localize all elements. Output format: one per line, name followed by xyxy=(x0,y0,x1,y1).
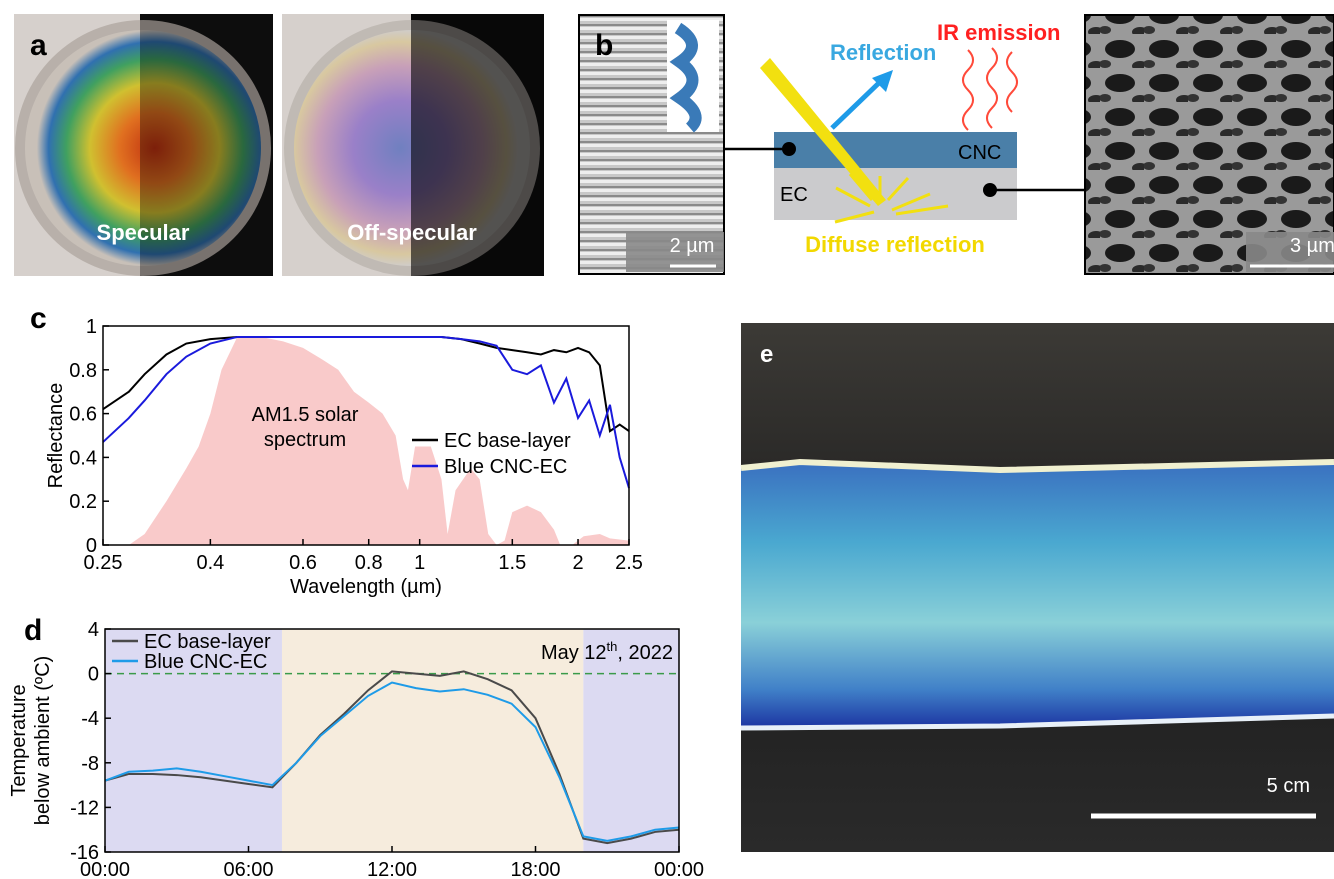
film-band xyxy=(741,462,1334,730)
reflection-arrow xyxy=(830,78,884,130)
y-tick-label: 0.6 xyxy=(69,404,97,426)
y-axis-label: Temperature xyxy=(8,684,30,796)
x-tick-label: 0.8 xyxy=(355,552,383,574)
panel-label: e xyxy=(760,341,773,368)
panel-label: a xyxy=(30,29,47,62)
x-tick-label: 18:00 xyxy=(510,859,560,879)
film-edge xyxy=(740,713,1334,731)
series-line xyxy=(102,335,630,489)
y-tick-label: 4 xyxy=(88,619,99,641)
x-tick-label: 12:00 xyxy=(367,859,417,879)
photo-caption: Specular xyxy=(97,220,190,245)
scale-label: 2 µm xyxy=(670,235,715,257)
annotation-text: May 12 xyxy=(541,642,607,664)
sem-image xyxy=(1084,14,1334,275)
photo-specular xyxy=(14,14,273,276)
cnc-layer xyxy=(774,132,1017,168)
x-tick-label: 2.5 xyxy=(615,552,643,574)
ir-label: IR emission xyxy=(937,20,1060,45)
photo-caption: Off-specular xyxy=(347,220,477,245)
y-tick-label: -8 xyxy=(81,753,99,775)
annotation: AM1.5 solar xyxy=(252,404,359,426)
series-line xyxy=(104,681,680,842)
ir-wave xyxy=(962,49,974,131)
legend-label: EC base-layer xyxy=(444,430,571,452)
helix xyxy=(669,22,702,133)
layer-label: CNC xyxy=(958,142,1001,164)
solar-spectrum xyxy=(128,336,630,545)
scale-label: 5 cm xyxy=(1267,775,1310,797)
x-tick-label: 0.25 xyxy=(84,552,123,574)
shaded-region xyxy=(583,629,679,852)
x-tick-label: 1.5 xyxy=(498,552,526,574)
annotation: May 12th, 2022 xyxy=(541,639,673,664)
series-line xyxy=(104,670,680,845)
y-tick-label: 0 xyxy=(86,535,97,557)
y-tick-label: 0.2 xyxy=(69,491,97,513)
y-tick-label: -16 xyxy=(70,842,99,864)
diffuse-rays xyxy=(834,173,949,224)
y-tick-label: -12 xyxy=(70,797,99,819)
x-tick-label: 0.4 xyxy=(196,552,224,574)
x-tick-label: 06:00 xyxy=(223,859,273,879)
x-axis-label: Wavelength (µm) xyxy=(290,576,442,598)
legend-label: Blue CNC-EC xyxy=(444,456,567,478)
legend-label: Blue CNC-EC xyxy=(144,651,267,673)
x-tick-label: 1 xyxy=(414,552,425,574)
y-tick-label: 0.8 xyxy=(69,360,97,382)
shaded-region xyxy=(105,629,282,852)
arrow-head xyxy=(872,70,893,92)
reflection-label: Reflection xyxy=(830,40,936,65)
legend-label: EC base-layer xyxy=(144,631,271,653)
y-axis-label: Reflectance xyxy=(45,383,67,489)
y-tick-label: -4 xyxy=(81,708,99,730)
annotation-text: , 2022 xyxy=(617,642,673,664)
y-tick-label: 0.4 xyxy=(69,447,97,469)
annotation-sup: th xyxy=(607,639,618,654)
y-tick-label: 0 xyxy=(88,664,99,686)
y-axis-label: below ambient (ºC) xyxy=(32,656,54,826)
x-tick-label: 0.6 xyxy=(289,552,317,574)
scale-label: 3 µm xyxy=(1290,235,1334,257)
incident-beam xyxy=(760,58,886,206)
x-tick-label: 2 xyxy=(572,552,583,574)
panel-label: c xyxy=(30,302,47,335)
shaded-region xyxy=(281,629,584,852)
y-tick-label: 1 xyxy=(86,316,97,338)
ec-layer xyxy=(774,168,1017,220)
layer-label: EC xyxy=(780,184,808,206)
panel-label: b xyxy=(595,29,613,62)
x-tick-label: 00:00 xyxy=(654,859,704,879)
ir-wave xyxy=(1006,51,1018,113)
diffuse-label: Diffuse reflection xyxy=(805,232,985,257)
annotation: spectrum xyxy=(264,429,346,451)
ir-wave xyxy=(986,47,998,129)
plot-frame xyxy=(102,325,630,546)
x-tick-label: 00:00 xyxy=(80,859,130,879)
panel-label: d xyxy=(24,614,42,647)
film-edge xyxy=(740,458,1334,474)
photo-off-specular xyxy=(282,14,544,276)
